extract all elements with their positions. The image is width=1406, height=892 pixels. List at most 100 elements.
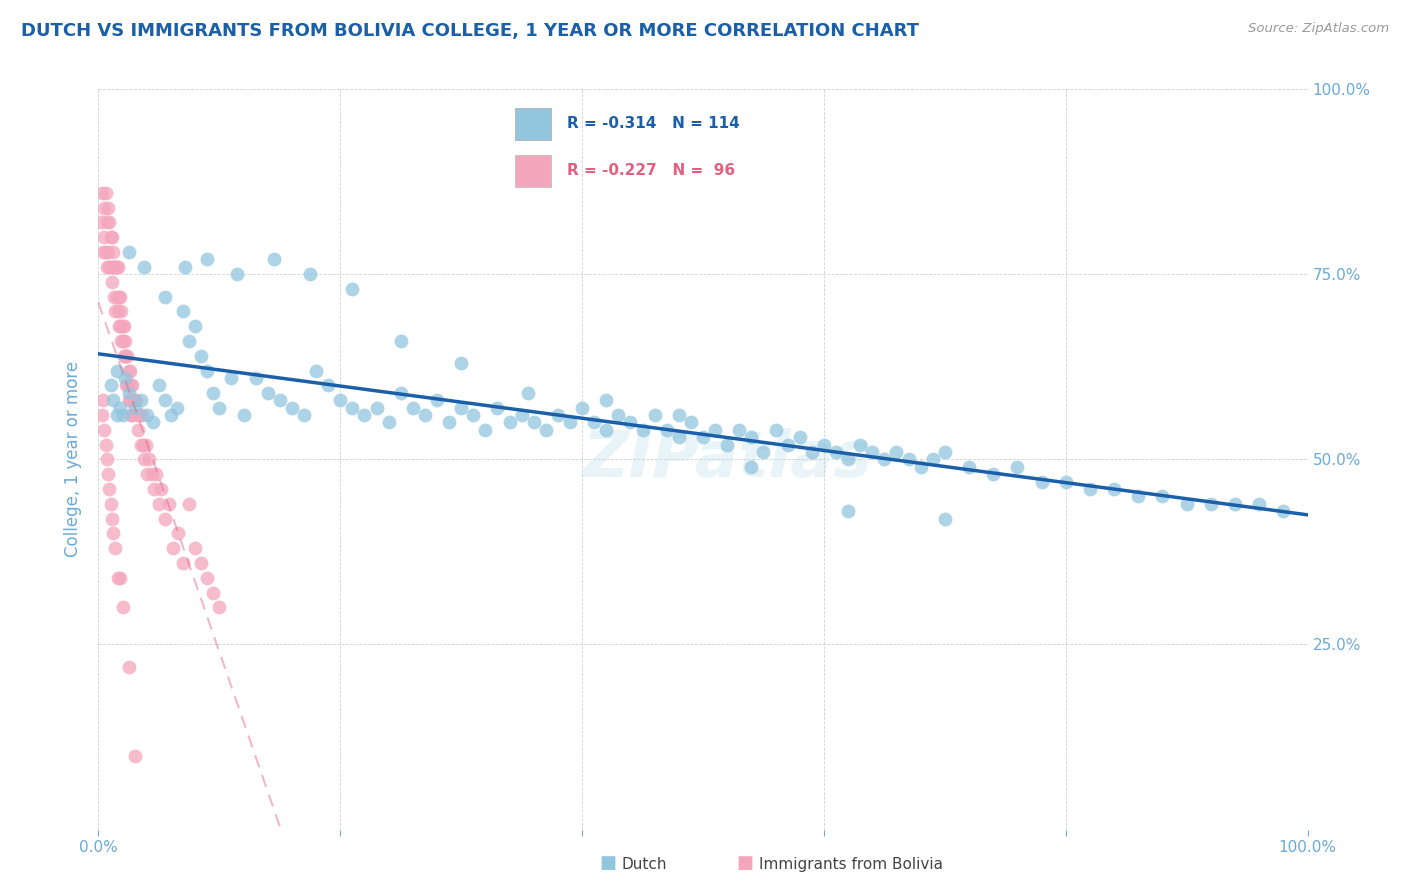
Point <box>153 289 176 303</box>
Point <box>121 378 143 392</box>
Point <box>498 415 520 429</box>
Point <box>934 445 956 459</box>
Point <box>934 511 956 525</box>
Point <box>118 245 141 260</box>
Point <box>1102 482 1125 496</box>
Point <box>124 393 146 408</box>
Point <box>571 401 593 415</box>
Point <box>94 437 117 451</box>
Point <box>299 268 322 282</box>
Point <box>389 385 412 400</box>
Point <box>103 289 125 303</box>
Point <box>120 378 142 392</box>
Point <box>377 415 399 429</box>
Point <box>789 430 811 444</box>
Point <box>921 452 943 467</box>
Point <box>353 408 375 422</box>
Point <box>135 437 157 451</box>
Point <box>141 467 163 482</box>
Point <box>179 497 201 511</box>
Point <box>100 378 122 392</box>
Point <box>426 393 449 408</box>
Point <box>97 467 120 482</box>
Point <box>825 445 848 459</box>
Point <box>115 349 138 363</box>
Point <box>105 260 128 274</box>
Point <box>105 289 128 303</box>
Point <box>96 260 118 274</box>
Point <box>631 423 654 437</box>
Point <box>100 275 122 289</box>
Text: ■: ■ <box>599 855 616 872</box>
Point <box>450 356 472 370</box>
Point <box>122 393 145 408</box>
Point <box>112 319 135 334</box>
Point <box>134 452 156 467</box>
Point <box>463 408 485 422</box>
Point <box>108 289 131 303</box>
Point <box>1054 475 1077 489</box>
Point <box>96 215 118 229</box>
Point <box>132 437 155 451</box>
Point <box>1223 497 1246 511</box>
Point <box>100 497 122 511</box>
Point <box>679 415 702 429</box>
Point <box>97 201 120 215</box>
Point <box>101 393 124 408</box>
Point <box>776 437 799 451</box>
Point <box>91 408 114 422</box>
Point <box>162 541 184 556</box>
Point <box>413 408 436 422</box>
Point <box>1199 497 1222 511</box>
Point <box>342 401 364 415</box>
Point <box>104 541 127 556</box>
Point <box>800 445 823 459</box>
Point <box>1007 459 1029 474</box>
Text: Dutch: Dutch <box>621 857 666 872</box>
Point <box>166 401 188 415</box>
Point <box>190 556 212 570</box>
Point <box>93 423 115 437</box>
Point <box>534 423 557 437</box>
Text: DUTCH VS IMMIGRANTS FROM BOLIVIA COLLEGE, 1 YEAR OR MORE CORRELATION CHART: DUTCH VS IMMIGRANTS FROM BOLIVIA COLLEGE… <box>21 22 920 40</box>
Point <box>117 349 139 363</box>
Point <box>115 378 138 392</box>
Text: R = -0.314   N = 114: R = -0.314 N = 114 <box>567 116 740 131</box>
Point <box>96 452 118 467</box>
Point <box>157 497 180 511</box>
Point <box>148 378 170 392</box>
Point <box>716 437 738 451</box>
Point <box>108 401 131 415</box>
Point <box>98 215 121 229</box>
Point <box>153 511 176 525</box>
Point <box>195 571 218 585</box>
Point <box>226 268 249 282</box>
Point <box>837 504 859 518</box>
Point <box>118 393 141 408</box>
FancyBboxPatch shape <box>515 108 551 140</box>
Point <box>145 467 167 482</box>
Point <box>195 252 218 267</box>
Point <box>121 408 143 422</box>
Point <box>202 385 225 400</box>
Point <box>860 445 883 459</box>
Y-axis label: College, 1 year or more: College, 1 year or more <box>65 361 83 558</box>
Point <box>111 334 134 348</box>
Point <box>1152 489 1174 503</box>
Point <box>127 423 149 437</box>
Point <box>118 385 141 400</box>
Point <box>837 452 859 467</box>
Point <box>813 437 835 451</box>
Point <box>91 393 114 408</box>
Point <box>305 363 328 377</box>
Point <box>94 186 117 200</box>
Point <box>329 393 352 408</box>
Point <box>595 423 617 437</box>
Text: ■: ■ <box>737 855 754 872</box>
Point <box>129 393 152 408</box>
Point <box>100 260 122 274</box>
Point <box>172 556 194 570</box>
Point <box>886 445 908 459</box>
Point <box>143 482 166 496</box>
Point <box>107 304 129 318</box>
